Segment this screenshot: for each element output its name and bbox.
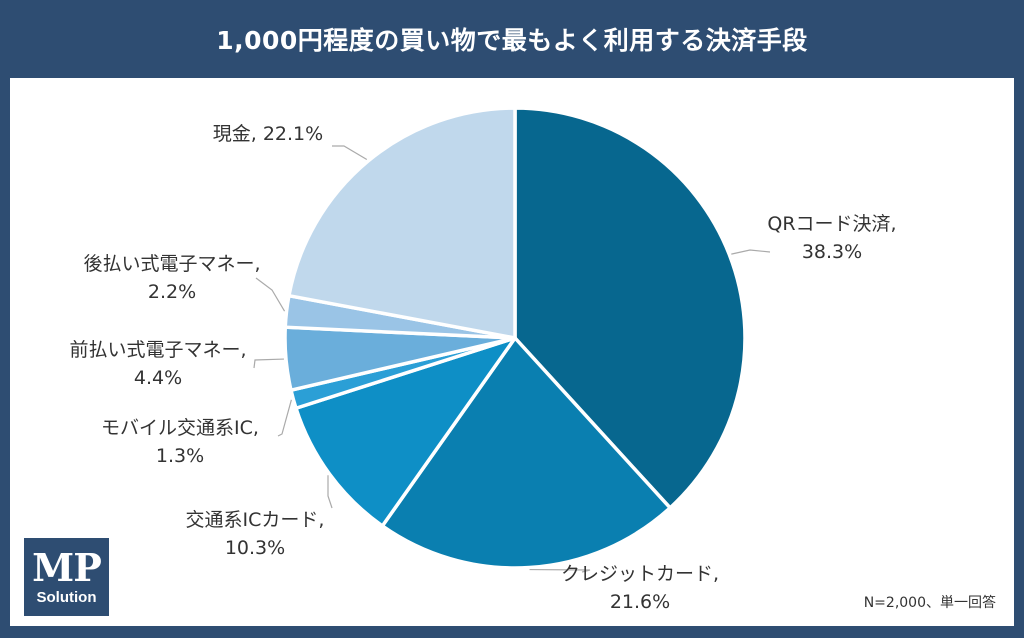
logo-mark: MP	[32, 545, 102, 590]
pie-chart: QRコード決済, 38.3% クレジットカード, 21.6% 交通系ICカード, 10.3…	[69, 106, 897, 613]
slice-label: 現金, 22.1%	[213, 123, 323, 145]
logo-wordmark: Solution	[36, 589, 97, 606]
slice-label: 後払い式電子マネー,	[83, 253, 260, 275]
pie-slice	[513, 106, 747, 510]
slice-label: クレジットカード,	[561, 563, 719, 585]
slice-value: 2.2%	[148, 281, 196, 303]
leader-line	[255, 277, 286, 312]
mp-solution-logo: MP Solution	[24, 538, 109, 616]
chart-title: 1,000円程度の買い物で最もよく利用する決済手段	[216, 26, 808, 55]
chart-panel: QRコード決済, 38.3% クレジットカード, 21.6% 交通系ICカード, 10.3…	[10, 78, 1014, 626]
pie-slice	[294, 336, 517, 528]
leader-line	[327, 475, 333, 509]
slice-value: 4.4%	[134, 367, 182, 389]
leader-line	[529, 568, 591, 573]
sample-note: N=2,000、単一回答	[863, 595, 996, 611]
slice-label: QRコード決済,	[767, 213, 896, 235]
slice-label: 交通系ICカード,	[186, 509, 325, 531]
slice-value: 21.6%	[610, 591, 670, 613]
slice-value: 38.3%	[802, 241, 862, 263]
leader-line	[277, 399, 292, 437]
pie-slice	[380, 336, 672, 570]
slice-value: 10.3%	[225, 537, 285, 559]
slice-label: 前払い式電子マネー,	[69, 339, 246, 361]
leader-line	[332, 145, 368, 161]
slice-value: 1.3%	[156, 445, 204, 467]
pie-slice	[287, 106, 517, 340]
leader-line	[253, 358, 284, 369]
slice-label: モバイル交通系IC,	[101, 417, 259, 439]
leader-line	[731, 249, 771, 255]
